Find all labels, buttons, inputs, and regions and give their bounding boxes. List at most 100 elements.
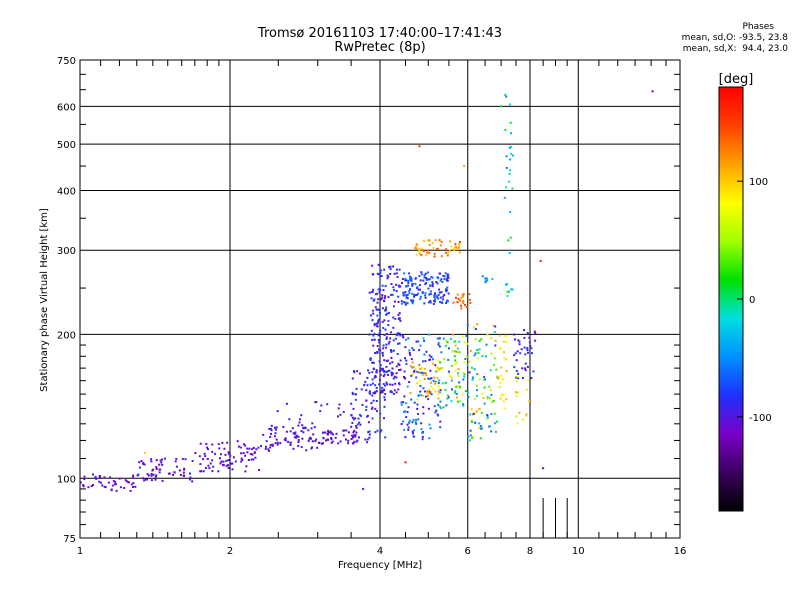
data-point [203,452,206,455]
data-point [372,382,374,385]
data-point [446,278,448,281]
data-point [268,427,271,430]
data-point [311,422,314,425]
data-point [435,409,438,412]
data-point [173,471,176,474]
data-point [510,152,513,155]
data-point [355,426,358,429]
data-point [368,371,371,374]
data-point [182,471,185,474]
data-point [398,364,401,366]
data-point [442,406,445,409]
data-point [515,395,518,398]
data-point [410,276,412,279]
data-point [144,478,147,481]
data-point [327,438,330,441]
data-point [415,422,418,425]
data-point [285,430,288,433]
data-point [430,355,433,358]
data-point [380,275,383,278]
data-point [368,390,371,393]
data-point [443,275,446,278]
data-point [414,277,417,280]
data-point [483,378,486,381]
data-point [298,418,301,421]
data-point [354,393,357,396]
data-point [476,389,478,392]
data-point [378,383,381,386]
data-point [422,372,425,375]
data-point [500,394,503,397]
data-point [252,446,255,449]
data-point [455,246,458,249]
data-point [273,435,276,438]
data-point [370,329,373,332]
data-point [373,332,376,335]
data-point [525,413,528,416]
data-point [160,461,163,464]
data-point [143,479,146,482]
data-point [435,295,438,298]
data-point [503,196,506,199]
data-point [454,245,457,248]
data-point [376,301,379,304]
data-point [455,385,458,388]
data-point [226,441,229,444]
data-point [205,443,208,445]
data-point [353,371,356,374]
data-point [439,367,442,370]
data-point [440,240,443,243]
data-point [508,290,510,293]
data-point [366,384,369,387]
data-point [372,344,375,347]
data-point [447,276,450,279]
data-point [417,288,420,291]
data-point [362,487,365,490]
data-point [420,273,423,276]
data-point [393,272,396,275]
data-point [524,369,527,372]
data-point [324,431,327,434]
data-point [368,291,371,294]
data-point [313,426,316,429]
data-point [405,338,408,341]
data-point [482,396,485,399]
data-point [413,295,416,298]
data-point [267,450,270,452]
data-point [505,95,508,98]
data-point [503,407,506,410]
data-point [447,292,450,295]
data-point [194,452,197,454]
data-point [246,447,249,450]
data-point [445,339,448,342]
data-point [325,439,327,442]
data-point [371,417,374,420]
data-point [469,413,472,416]
data-point [383,373,386,376]
data-point [505,370,508,373]
data-point [476,323,479,326]
data-point [377,308,380,311]
data-point [518,343,521,346]
data-point [446,286,449,289]
data-point [369,359,372,361]
data-point [468,293,471,296]
data-point [240,460,243,463]
data-point [438,369,441,372]
data-point [466,363,469,366]
data-point [477,426,480,429]
data-point [401,302,403,305]
colorbar-tick-label: -100 [749,413,772,424]
data-point [426,392,429,395]
data-point [511,154,514,157]
data-point [473,354,476,357]
colorbar-tick-label: 0 [749,295,755,306]
data-point [485,343,488,346]
data-point [509,211,512,213]
data-point [330,432,333,435]
data-point [412,418,415,421]
x-tick-label: 2 [227,546,233,557]
data-point [420,371,423,374]
data-point [445,248,448,251]
data-point [396,333,399,335]
